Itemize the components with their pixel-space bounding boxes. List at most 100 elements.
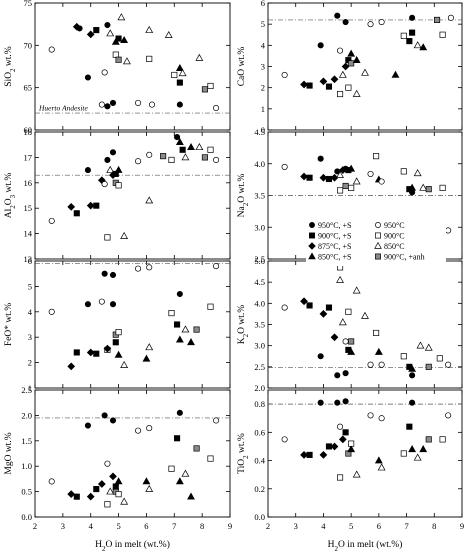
- data-point: [306, 174, 313, 181]
- data-point: [338, 435, 347, 444]
- legend-label: 950°C, +S: [318, 221, 352, 230]
- data-point: [406, 38, 413, 45]
- data-point: [187, 492, 195, 500]
- data-point: [104, 460, 111, 467]
- data-point: [400, 450, 407, 457]
- data-point: [109, 417, 117, 424]
- data-point: [342, 398, 349, 405]
- data-point: [86, 492, 95, 501]
- legend-marker: [375, 253, 381, 260]
- data-point: [352, 177, 361, 185]
- x-tick-label: 3: [61, 521, 65, 531]
- y-tick-label: 0.0: [21, 512, 32, 522]
- data-point: [373, 153, 380, 160]
- legend-entry: 950°C: [375, 221, 405, 230]
- data-point: [300, 297, 308, 306]
- data-point: [104, 234, 111, 241]
- y-tick-label: 15: [24, 203, 33, 213]
- y-tick-label: 1: [261, 104, 265, 114]
- data-point: [408, 364, 417, 372]
- x-tick-label: 7: [172, 521, 176, 531]
- data-point: [175, 335, 184, 343]
- data-point: [281, 71, 288, 79]
- data-point: [67, 362, 76, 371]
- data-point: [367, 412, 374, 419]
- data-point: [76, 25, 83, 32]
- data-point: [135, 427, 142, 434]
- data-point: [115, 491, 122, 498]
- y-tick-label: 3.5: [254, 320, 265, 330]
- data-point: [93, 350, 100, 357]
- legend-label: 875°C, +S: [318, 242, 352, 251]
- data-point: [338, 318, 347, 326]
- legend-entry: 900°C, +anh: [375, 253, 425, 262]
- data-point: [425, 186, 432, 193]
- data-point: [378, 415, 385, 422]
- data-point: [317, 399, 324, 406]
- y-axis-label: K2O wt.%: [237, 305, 250, 344]
- data-point: [181, 325, 190, 333]
- data-point: [413, 169, 422, 177]
- data-point: [115, 56, 122, 63]
- y-tick-label: 5: [28, 281, 32, 291]
- legend-marker: [309, 232, 315, 239]
- data-point: [93, 202, 100, 209]
- panel-frame: [34, 2, 231, 131]
- data-point: [104, 501, 111, 508]
- data-point: [135, 99, 142, 106]
- data-point: [112, 483, 119, 490]
- data-point: [109, 472, 117, 481]
- panel-frame: [34, 131, 231, 260]
- data-point: [338, 70, 347, 78]
- data-point: [120, 497, 129, 505]
- data-point: [109, 301, 117, 308]
- data-point: [434, 16, 441, 23]
- legend-label: 900°C, +S: [318, 232, 352, 241]
- data-point: [300, 80, 308, 89]
- y-axis-label: CaO wt.%: [237, 47, 247, 87]
- data-point: [48, 46, 55, 53]
- legend-marker: [375, 232, 381, 239]
- data-point: [352, 470, 361, 478]
- data-point: [106, 165, 115, 173]
- legend-label: 900°C: [384, 232, 405, 241]
- data-point: [48, 308, 55, 315]
- data-point: [84, 74, 91, 81]
- data-point: [207, 146, 214, 153]
- data-point: [445, 227, 452, 234]
- y-tick-label: 2.5: [254, 254, 265, 264]
- data-point: [160, 153, 167, 160]
- panel-cao: 0 1 2 3 4 5 6 CaO wt.%: [237, 0, 463, 135]
- y-tick-label: 2.0: [21, 410, 32, 420]
- y-tick-label: 2: [261, 83, 265, 93]
- data-point: [84, 422, 91, 429]
- data-point: [281, 436, 288, 443]
- data-point: [374, 347, 383, 355]
- data-point: [400, 168, 407, 175]
- data-point: [171, 71, 178, 79]
- data-point: [378, 18, 385, 26]
- data-point: [101, 69, 108, 76]
- data-point: [175, 137, 184, 145]
- data-point: [178, 69, 187, 77]
- data-point: [201, 154, 208, 161]
- x-tick-label: 4: [89, 521, 94, 531]
- data-point: [352, 286, 361, 294]
- legend-entry: 950°C, +S: [309, 221, 352, 230]
- x-tick-label: 6: [144, 521, 148, 531]
- legend-marker: [308, 252, 316, 260]
- y-tick-label: 0.5: [21, 487, 32, 497]
- legend-entry: 900°C, +S: [309, 232, 352, 241]
- data-point: [425, 363, 432, 370]
- data-point: [409, 29, 416, 36]
- y-tick-label: 5.0: [254, 256, 265, 266]
- data-point: [325, 83, 333, 90]
- data-point: [213, 156, 220, 163]
- data-point: [306, 451, 313, 458]
- data-point: [306, 82, 313, 89]
- x-tick-label: 2: [33, 521, 37, 531]
- data-point: [168, 310, 175, 317]
- y-tick-label: 0.6: [254, 427, 265, 437]
- data-point: [135, 265, 142, 272]
